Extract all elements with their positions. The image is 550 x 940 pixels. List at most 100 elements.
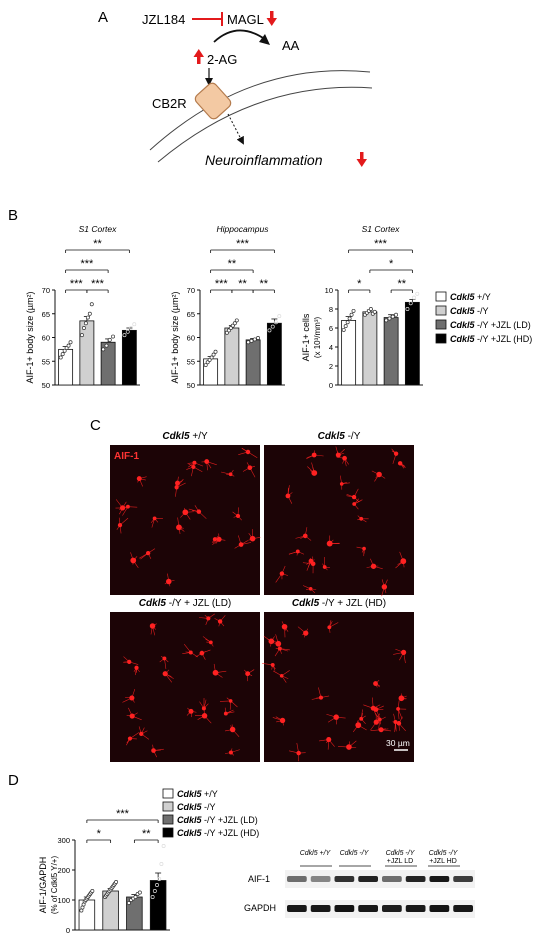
microglia-process [328,739,335,747]
y-tick-label: 50 [187,381,195,390]
microglia-process [231,724,233,730]
microglia-process [360,713,364,719]
microglia-process [295,535,306,539]
microglia-process [233,515,239,518]
microglia-process [348,740,357,748]
microglia-process [131,697,135,703]
microglia-process [267,638,272,642]
microglia-process [381,729,392,732]
y-axis-label-2: (x 10³/mm³) [313,317,322,359]
data-point [157,877,162,881]
y-tick-label: 70 [187,286,195,295]
blot-group-label: Cdkl5 -/Y [340,850,370,857]
legend-swatch [435,291,447,302]
microglia-process [230,752,235,756]
magl-label: MAGL [227,12,264,27]
microglia-process [202,636,212,643]
chart-title: Hippocampus [217,224,270,234]
microglia-process [115,499,123,509]
bar [383,317,399,386]
microglia-process [126,715,133,717]
membrane-inner [157,86,373,163]
microglia-process [198,511,207,519]
microglia-process [224,729,233,732]
microglia-process [329,539,334,544]
microglia-process [132,715,142,721]
microglia-process [230,749,240,753]
microglia-process [287,492,293,497]
microglia-process [311,462,315,474]
data-point [412,295,416,300]
y-tick-label: 4 [329,343,333,352]
microglia-process [191,466,194,477]
microglia-process [219,615,226,622]
microglia-process [395,560,404,569]
microglia-process [147,552,152,560]
microglia-process [401,697,407,700]
microglia-process [324,566,330,568]
microglia-process [372,697,374,709]
data-point [161,844,166,848]
microglia-process [214,535,219,540]
microglia-process [375,683,378,688]
blot-group-label: Cdkl5 +/Y [300,850,332,857]
data-point [232,321,237,326]
microglia-process [226,697,231,702]
microglia-process [247,451,258,459]
microglia-process [206,461,212,469]
microglia-process [314,454,324,457]
microglia-process [275,573,283,583]
microglia-process [357,721,359,726]
data-point [129,326,133,330]
microglia-process [213,539,216,544]
data-point [277,314,282,319]
microglia-process [397,560,404,565]
microglia-process [177,517,180,528]
microglia-process [403,561,405,568]
legend-swatch [162,788,174,799]
two-ag-up-arrow [193,49,204,64]
y-tick-label: 8 [329,305,333,314]
microglia-process [133,560,139,569]
microglia-process [392,453,397,464]
microglia-process [132,712,138,717]
microglia-process [122,501,127,509]
microglia-process [190,711,197,713]
microglia-process [326,713,337,718]
microglia-process [123,656,130,663]
data-point [384,318,389,323]
data-point [80,333,84,338]
data-point [349,312,354,317]
microglia-process [309,470,315,474]
microglia-process [182,652,191,655]
microglia-process [272,717,283,721]
microglia-process [397,708,400,720]
blot-band-gapdh [358,905,378,912]
microglia-process [296,742,299,754]
data-point [125,329,130,334]
legend-swatch [162,801,174,812]
microglia-process [353,498,360,505]
data-point [90,889,95,893]
panel-b-label: B [8,207,18,224]
microglia-process [354,500,361,505]
microglia-process [360,718,366,725]
microglia-process [378,719,381,731]
microglia-process [395,648,404,653]
microglia-process [241,542,252,545]
data-point [256,336,260,340]
microglia-process [274,648,281,657]
microglia-process [201,651,206,654]
microglia-process [273,670,282,677]
data-point [132,322,137,327]
legend-swatch [435,305,447,316]
microglia-process [180,512,186,518]
y-tick-label: 60 [187,334,195,343]
data-point [226,328,231,333]
micrograph-title: Cdkl5 -/Y [318,431,361,442]
microglia-process [128,707,133,717]
legend-entry: Cdkl5 -/Y +JZL (HD) [450,334,532,344]
significance-label: ** [228,258,237,270]
y-tick-label: 0 [329,381,333,390]
